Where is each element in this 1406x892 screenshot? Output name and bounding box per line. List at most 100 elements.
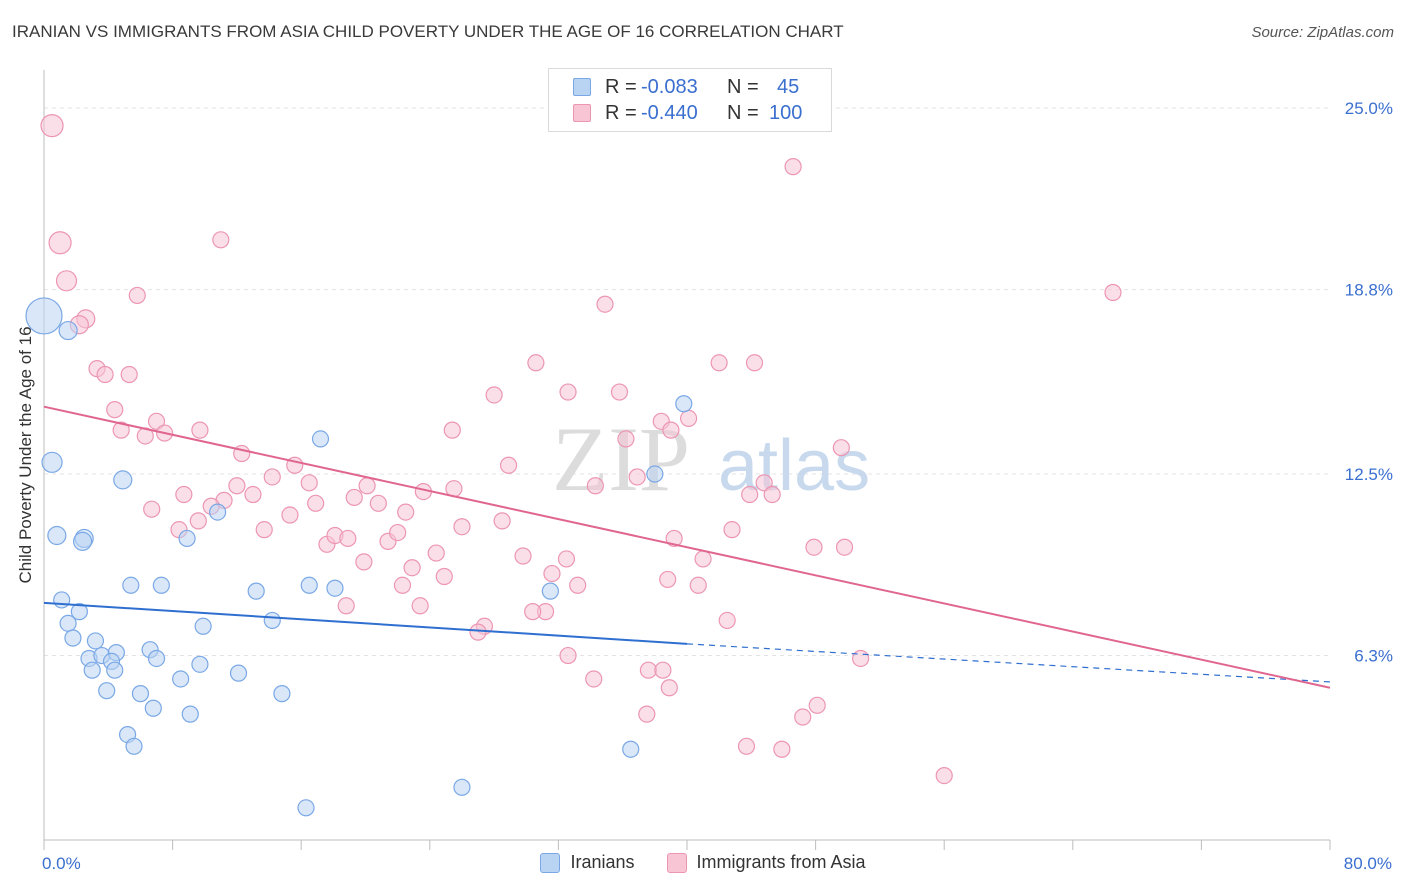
asia-point-89 [737, 737, 756, 755]
asia-point-14 [191, 421, 209, 439]
asia-point-2 [55, 270, 78, 292]
asia-point-93 [852, 649, 870, 668]
iranians-point-42 [541, 582, 559, 600]
asia-point-5 [212, 231, 230, 249]
asia-trend-line [43, 405, 1331, 689]
iranians-point-31 [125, 737, 143, 755]
trend-lines [43, 405, 1331, 689]
asia-point-58 [559, 383, 577, 401]
asia-point-30 [307, 494, 325, 512]
correlation-legend: R = -0.083 N = 45 R = -0.440 N = 100 [548, 68, 832, 132]
iranians-point-10 [152, 576, 170, 594]
iranians-point-22 [194, 617, 212, 635]
x-tick-label-max: 80.0% [1343, 854, 1392, 873]
asia-point-85 [639, 661, 658, 679]
asia-point-6 [128, 286, 146, 305]
asia-point-33 [369, 494, 387, 512]
grid [44, 107, 1330, 657]
asia-point-62 [617, 430, 635, 448]
iranians-legend-swatch [540, 852, 561, 873]
asia-point-34 [397, 503, 415, 521]
iranians-point-13 [86, 632, 105, 650]
asia-point-41 [389, 523, 407, 542]
asia-point-1 [48, 231, 72, 255]
asia-point-65 [665, 529, 683, 548]
asia-point-70 [723, 521, 741, 539]
asia-point-99 [628, 468, 646, 486]
n-label: N = [727, 101, 759, 124]
iranians-point-7 [53, 591, 71, 609]
iranians-point-5 [72, 531, 93, 551]
asia-point-13 [147, 412, 166, 430]
asia-point-10 [106, 401, 124, 419]
iranians-point-38 [326, 579, 344, 597]
iranians-point-2 [41, 451, 63, 473]
iranians-point-8 [70, 603, 88, 621]
iranians-point-29 [181, 705, 199, 723]
iranians-point-40 [297, 799, 315, 817]
axes [43, 70, 1331, 850]
y-axis-label: Child Poverty Under the Age of 16 [16, 326, 35, 584]
asia-point-73 [755, 474, 773, 492]
asia-point-95 [1104, 283, 1122, 302]
iranians-point-37 [311, 430, 330, 448]
asia-legend-swatch [666, 852, 687, 873]
iranians-point-45 [622, 740, 640, 758]
r-label: R = [605, 75, 637, 98]
asia-point-48 [514, 547, 532, 565]
iranians-point-21 [106, 661, 124, 679]
asia-point-0 [40, 114, 64, 138]
asia-point-63 [680, 409, 698, 428]
asia-point-67 [689, 576, 707, 594]
asia-point-44 [427, 544, 445, 562]
asia-point-72 [741, 485, 759, 504]
asia-point-51 [569, 576, 587, 594]
legend-label-iranians: Iranians [570, 852, 635, 872]
asia-point-66 [694, 550, 712, 568]
iranians-point-23 [191, 655, 209, 673]
asia-point-43 [435, 567, 453, 586]
asia-point-19 [228, 477, 246, 495]
y-tick-label-2: 18.8% [1345, 281, 1393, 300]
asia-point-45 [453, 518, 471, 536]
y-tick-label-0: 6.3% [1354, 647, 1393, 666]
asia-point-31 [345, 488, 363, 507]
asia-point-80 [524, 603, 542, 621]
asia-point-94 [935, 766, 953, 785]
iranians-point-0 [25, 297, 63, 335]
asia-point-46 [493, 512, 511, 530]
series-iranians [25, 297, 693, 817]
asia-point-32 [358, 477, 376, 495]
asia-point-64 [659, 570, 677, 589]
asia-point-92 [808, 696, 826, 714]
x-tick-label-min: 0.0% [42, 854, 81, 873]
iranians-point-12 [64, 629, 82, 647]
source-credit: Source: ZipAtlas.com [1251, 24, 1394, 41]
asia-point-76 [805, 538, 823, 556]
iranians-point-44 [675, 395, 693, 413]
chart-title: IRANIAN VS IMMIGRANTS FROM ASIA CHILD PO… [12, 22, 844, 41]
asia-point-11 [112, 421, 130, 439]
n-value: 100 [769, 101, 803, 124]
asia-point-47 [499, 456, 518, 474]
watermark-atlas: atlas [718, 426, 870, 506]
asia-point-28 [255, 521, 273, 539]
asia-point-88 [638, 705, 656, 723]
asia-point-68 [710, 354, 728, 372]
y-tick-label-3: 25.0% [1345, 99, 1393, 118]
asia-point-98 [403, 559, 421, 577]
asia-point-39 [339, 529, 357, 548]
asia-point-55 [443, 421, 461, 439]
asia-point-75 [784, 158, 802, 176]
series-immigrants-from-asia [40, 114, 1122, 785]
asia-point-26 [189, 512, 207, 530]
iranians-point-3 [47, 525, 67, 546]
asia-point-29 [281, 506, 299, 524]
legend-label-asia: Immigrants from Asia [696, 852, 866, 872]
iranians-trend-extension [686, 643, 1331, 683]
r-label: R = [605, 101, 637, 124]
asia-point-90 [773, 740, 791, 758]
asia-point-57 [527, 354, 545, 372]
iranians-point-32 [178, 529, 196, 548]
iranians-point-35 [263, 611, 281, 630]
